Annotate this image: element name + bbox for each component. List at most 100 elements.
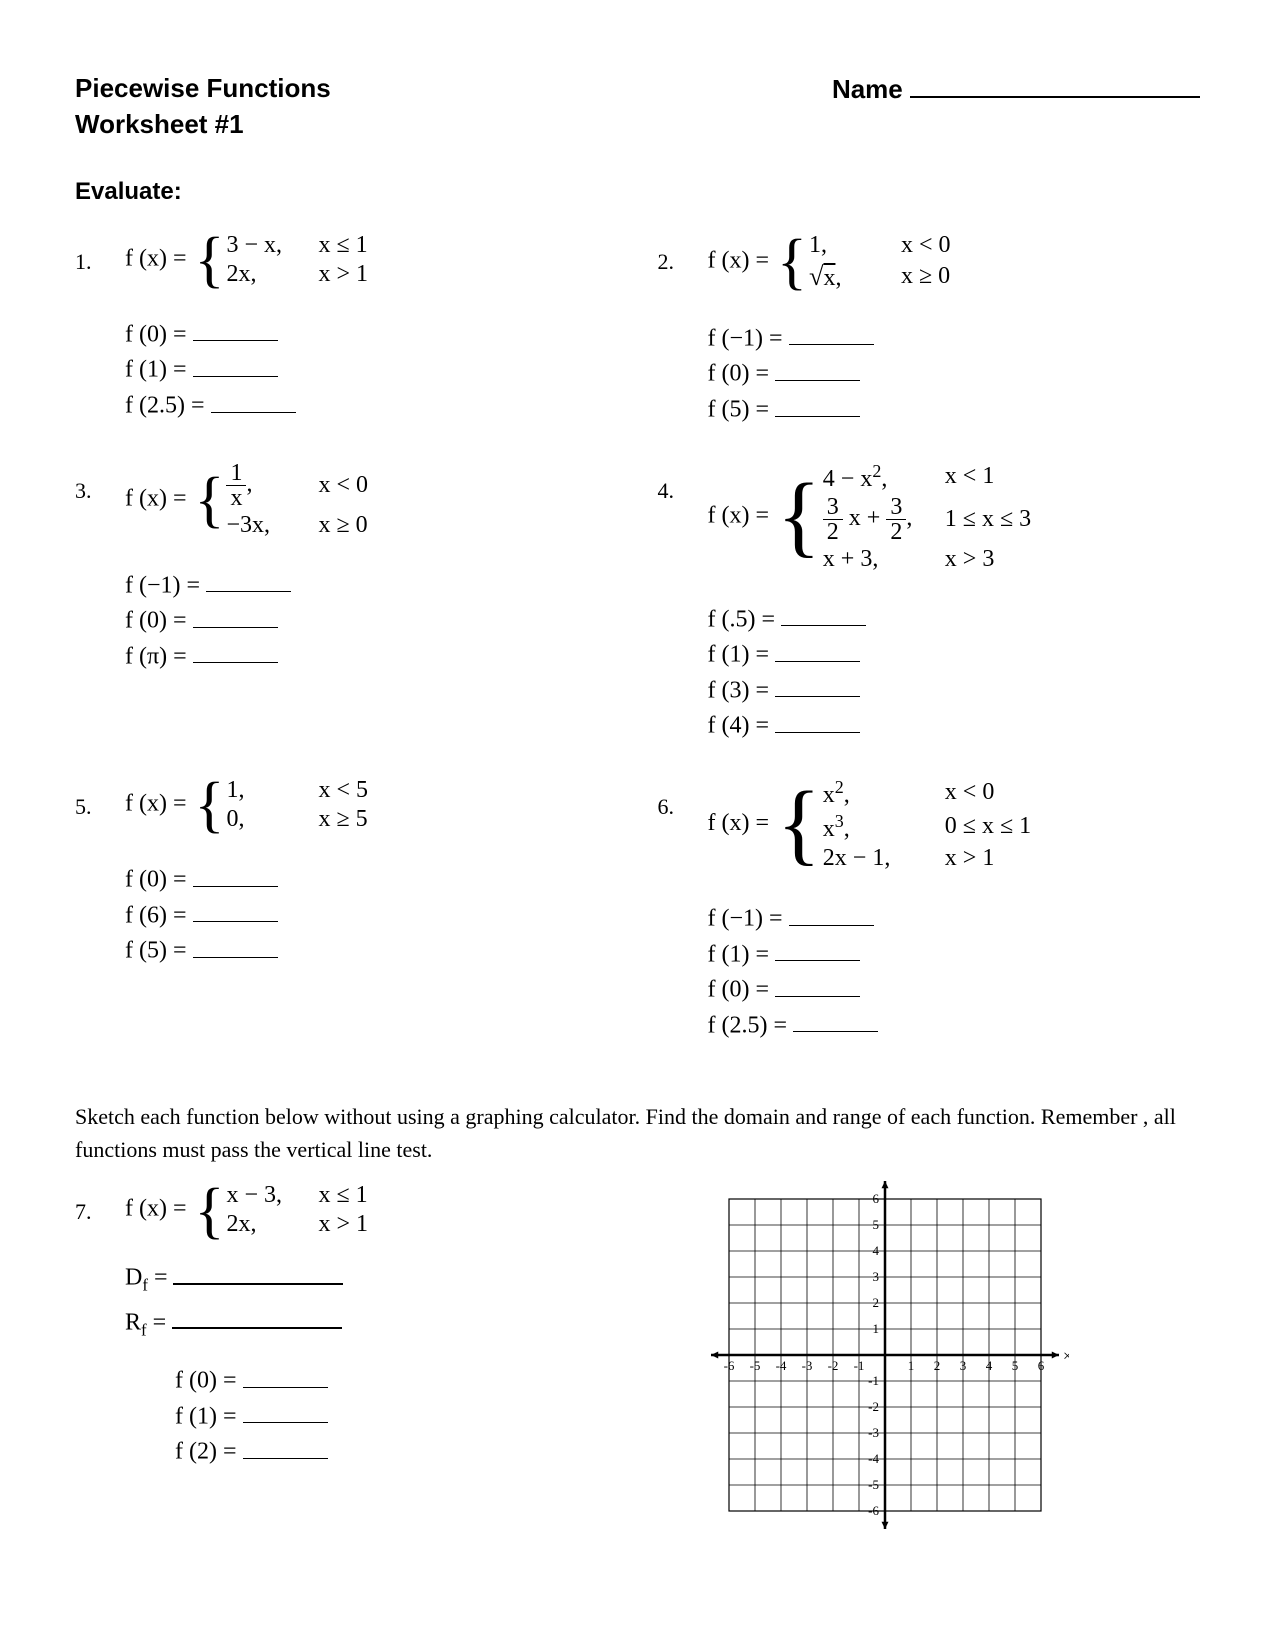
eval-blank: f (4) = bbox=[708, 710, 1201, 740]
eval-blank: f (2.5) = bbox=[708, 1010, 1201, 1040]
eval-blank: f (2) = bbox=[175, 1436, 570, 1466]
problem-7-row: 7. f (x) = {x − 3,x ≤ 12x,x > 1 Df = Rf … bbox=[75, 1181, 1200, 1539]
eval-blank: f (−1) = bbox=[708, 903, 1201, 933]
problem-number: 2. bbox=[658, 231, 708, 430]
eval-blank: f (−1) = bbox=[125, 570, 618, 600]
eval-blank: f (1) = bbox=[125, 354, 618, 384]
problem: 1. f (x) = {3 − x,x ≤ 12x,x > 1 f (0) = … bbox=[75, 231, 618, 430]
answer-blank[interactable] bbox=[193, 935, 278, 958]
worksheet-title: Piecewise Functions Worksheet #1 bbox=[75, 70, 331, 143]
svg-text:1: 1 bbox=[873, 1321, 880, 1336]
svg-text:-5: -5 bbox=[750, 1358, 761, 1373]
answer-blank[interactable] bbox=[243, 1436, 328, 1459]
answer-blank[interactable] bbox=[243, 1365, 328, 1388]
problem: 6. f (x) = {x2,x < 0x3,0 ≤ x ≤ 12x − 1,x… bbox=[658, 776, 1201, 1045]
problem-number: 6. bbox=[658, 776, 708, 1045]
eval-blank: f (0) = bbox=[708, 974, 1201, 1004]
eval-blank: f (2.5) = bbox=[125, 390, 618, 420]
eval-blank: f (−1) = bbox=[708, 323, 1201, 353]
domain-blank[interactable] bbox=[173, 1261, 343, 1285]
svg-text:4: 4 bbox=[986, 1358, 993, 1373]
title-line-1: Piecewise Functions bbox=[75, 73, 331, 103]
answer-blank[interactable] bbox=[793, 1010, 878, 1033]
range-blank[interactable] bbox=[172, 1306, 342, 1330]
svg-text:5: 5 bbox=[1012, 1358, 1019, 1373]
problem-number: 1. bbox=[75, 231, 125, 430]
svg-text:1: 1 bbox=[908, 1358, 915, 1373]
problem-number: 4. bbox=[658, 460, 708, 746]
header-row: Piecewise Functions Worksheet #1 Name bbox=[75, 70, 1200, 143]
problems-grid: 1. f (x) = {3 − x,x ≤ 12x,x > 1 f (0) = … bbox=[75, 231, 1200, 1076]
svg-text:-6: -6 bbox=[868, 1503, 879, 1518]
answer-blank[interactable] bbox=[775, 710, 860, 733]
eval-blank: f (0) = bbox=[125, 319, 618, 349]
eval-list: f (−1) = f (1) = f (0) = f (2.5) = bbox=[708, 903, 1201, 1039]
eval-blank: f (1) = bbox=[708, 639, 1201, 669]
svg-text:5: 5 bbox=[873, 1217, 880, 1232]
answer-blank[interactable] bbox=[775, 639, 860, 662]
problem-number: 5. bbox=[75, 776, 125, 1045]
range-line: Rf = bbox=[125, 1306, 570, 1340]
function-definition: f (x) = {3 − x,x ≤ 12x,x > 1 bbox=[125, 231, 618, 289]
function-definition: f (x) = {1,x < 0√x,x ≥ 0 bbox=[708, 231, 1201, 293]
eval-list: f (0) = f (1) = f (2) = bbox=[175, 1365, 570, 1466]
problem: 5. f (x) = {1,x < 50,x ≥ 5 f (0) = f (6)… bbox=[75, 776, 618, 1045]
answer-blank[interactable] bbox=[206, 570, 291, 593]
eval-blank: f (.5) = bbox=[708, 604, 1201, 634]
eval-blank: f (0) = bbox=[125, 605, 618, 635]
problem: 4. f (x) = {4 − x2,x < 132 x + 32,1 ≤ x … bbox=[658, 460, 1201, 746]
function-definition: f (x) = {4 − x2,x < 132 x + 32,1 ≤ x ≤ 3… bbox=[708, 460, 1201, 574]
answer-blank[interactable] bbox=[193, 864, 278, 887]
svg-text:-6: -6 bbox=[724, 1358, 735, 1373]
name-blank[interactable] bbox=[910, 70, 1200, 98]
sketch-instructions: Sketch each function below without using… bbox=[75, 1100, 1200, 1166]
problem-7-content: 7. f (x) = {x − 3,x ≤ 12x,x > 1 Df = Rf … bbox=[75, 1181, 570, 1539]
eval-blank: f (0) = bbox=[708, 358, 1201, 388]
name-field: Name bbox=[832, 70, 1200, 143]
answer-blank[interactable] bbox=[775, 939, 860, 962]
name-label: Name bbox=[832, 74, 903, 104]
answer-blank[interactable] bbox=[781, 604, 866, 627]
svg-text:-3: -3 bbox=[868, 1425, 879, 1440]
answer-blank[interactable] bbox=[193, 900, 278, 923]
function-definition: f (x) = {x − 3,x ≤ 12x,x > 1 bbox=[125, 1181, 570, 1239]
svg-text:-4: -4 bbox=[868, 1451, 879, 1466]
problem: 2. f (x) = {1,x < 0√x,x ≥ 0 f (−1) = f (… bbox=[658, 231, 1201, 430]
svg-text:6: 6 bbox=[1038, 1358, 1045, 1373]
answer-blank[interactable] bbox=[193, 605, 278, 628]
svg-text:2: 2 bbox=[934, 1358, 941, 1373]
evaluate-heading: Evaluate: bbox=[75, 178, 1200, 206]
answer-blank[interactable] bbox=[243, 1401, 328, 1424]
svg-text:3: 3 bbox=[960, 1358, 967, 1373]
answer-blank[interactable] bbox=[193, 354, 278, 377]
eval-blank: f (1) = bbox=[175, 1401, 570, 1431]
answer-blank[interactable] bbox=[775, 675, 860, 698]
svg-text:3: 3 bbox=[873, 1269, 880, 1284]
eval-blank: f (5) = bbox=[125, 935, 618, 965]
svg-text:6: 6 bbox=[873, 1191, 880, 1206]
function-definition: f (x) = {1x,x < 0−3x,x ≥ 0 bbox=[125, 460, 618, 540]
svg-text:-1: -1 bbox=[854, 1358, 865, 1373]
coordinate-grid: ×-6-5-4-3-2-1123456-6-5-4-3-2-1123456 bbox=[701, 1171, 1069, 1539]
answer-blank[interactable] bbox=[211, 390, 296, 413]
eval-blank: f (0) = bbox=[125, 864, 618, 894]
eval-blank: f (0) = bbox=[175, 1365, 570, 1395]
eval-blank: f (6) = bbox=[125, 900, 618, 930]
domain-line: Df = bbox=[125, 1261, 570, 1295]
svg-text:-4: -4 bbox=[776, 1358, 787, 1373]
answer-blank[interactable] bbox=[775, 358, 860, 381]
svg-text:×: × bbox=[1063, 1348, 1069, 1365]
answer-blank[interactable] bbox=[193, 319, 278, 342]
problem: 3. f (x) = {1x,x < 0−3x,x ≥ 0 f (−1) = f… bbox=[75, 460, 618, 746]
svg-text:-3: -3 bbox=[802, 1358, 813, 1373]
problem-number: 3. bbox=[75, 460, 125, 746]
answer-blank[interactable] bbox=[789, 323, 874, 346]
answer-blank[interactable] bbox=[775, 394, 860, 417]
answer-blank[interactable] bbox=[193, 641, 278, 664]
eval-list: f (0) = f (6) = f (5) = bbox=[125, 864, 618, 965]
answer-blank[interactable] bbox=[789, 903, 874, 926]
eval-list: f (.5) = f (1) = f (3) = f (4) = bbox=[708, 604, 1201, 740]
eval-blank: f (π) = bbox=[125, 641, 618, 671]
svg-text:4: 4 bbox=[873, 1243, 880, 1258]
answer-blank[interactable] bbox=[775, 974, 860, 997]
